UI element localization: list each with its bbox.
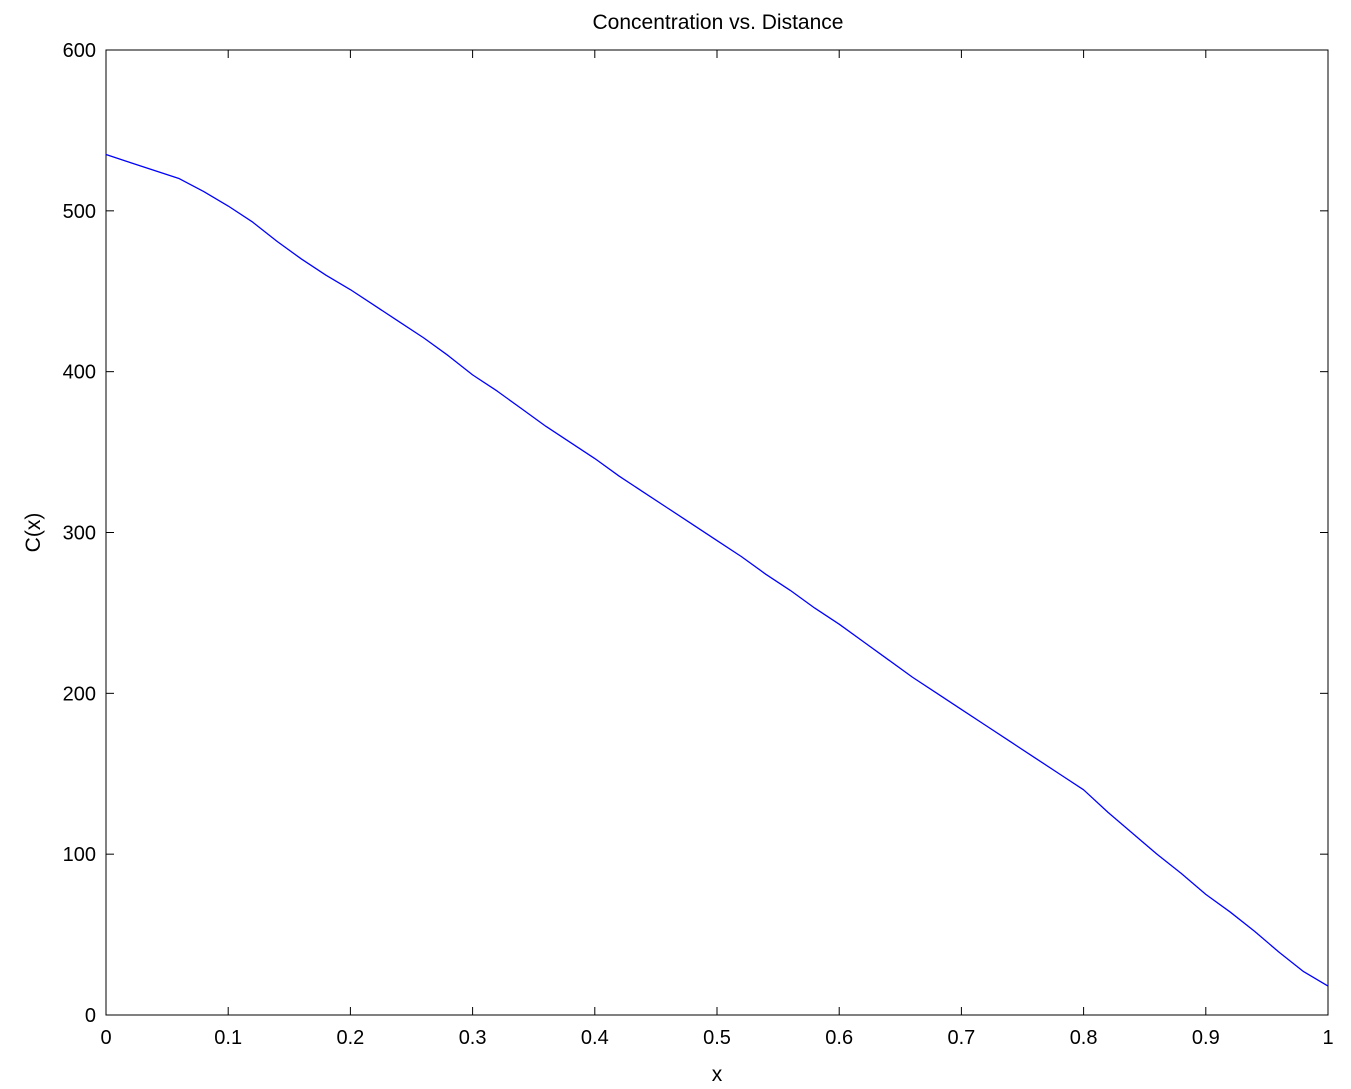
chart-title: Concentration vs. Distance bbox=[593, 11, 844, 34]
x-tick-label: 0.6 bbox=[825, 1027, 853, 1049]
x-tick-label: 0.4 bbox=[581, 1027, 609, 1049]
series-line bbox=[105, 153, 1329, 987]
x-tick-label: 1 bbox=[1322, 1027, 1333, 1049]
x-tick-label: 0.2 bbox=[336, 1027, 364, 1049]
axis-ticks: 0 0.1 0.2 0.3 0.4 0.5 0.6 0.7 0.8 0.9 1 0 100 200 300 4… bbox=[63, 40, 1334, 1049]
y-tick-label: 500 bbox=[63, 201, 96, 223]
y-axis-label: C(x) bbox=[22, 513, 45, 553]
x-tick-label: 0.1 bbox=[214, 1027, 242, 1049]
plot-area bbox=[105, 49, 1329, 1016]
y-tick-label: 200 bbox=[63, 683, 96, 705]
y-tick-label: 400 bbox=[63, 362, 96, 384]
x-tick-label: 0.3 bbox=[459, 1027, 487, 1049]
x-tick-label: 0.8 bbox=[1070, 1027, 1098, 1049]
x-tick-label: 0 bbox=[100, 1027, 111, 1049]
x-tick-label: 0.9 bbox=[1192, 1027, 1220, 1049]
x-tick-label: 0.5 bbox=[703, 1027, 731, 1049]
y-tick-label: 300 bbox=[63, 523, 96, 545]
y-tick-label: 100 bbox=[63, 844, 96, 866]
line-layer bbox=[105, 153, 1329, 987]
y-tick-label: 600 bbox=[63, 40, 96, 62]
x-axis-label: x bbox=[712, 1063, 723, 1086]
y-tick-label: 0 bbox=[85, 1005, 96, 1027]
x-tick-label: 0.7 bbox=[947, 1027, 975, 1049]
